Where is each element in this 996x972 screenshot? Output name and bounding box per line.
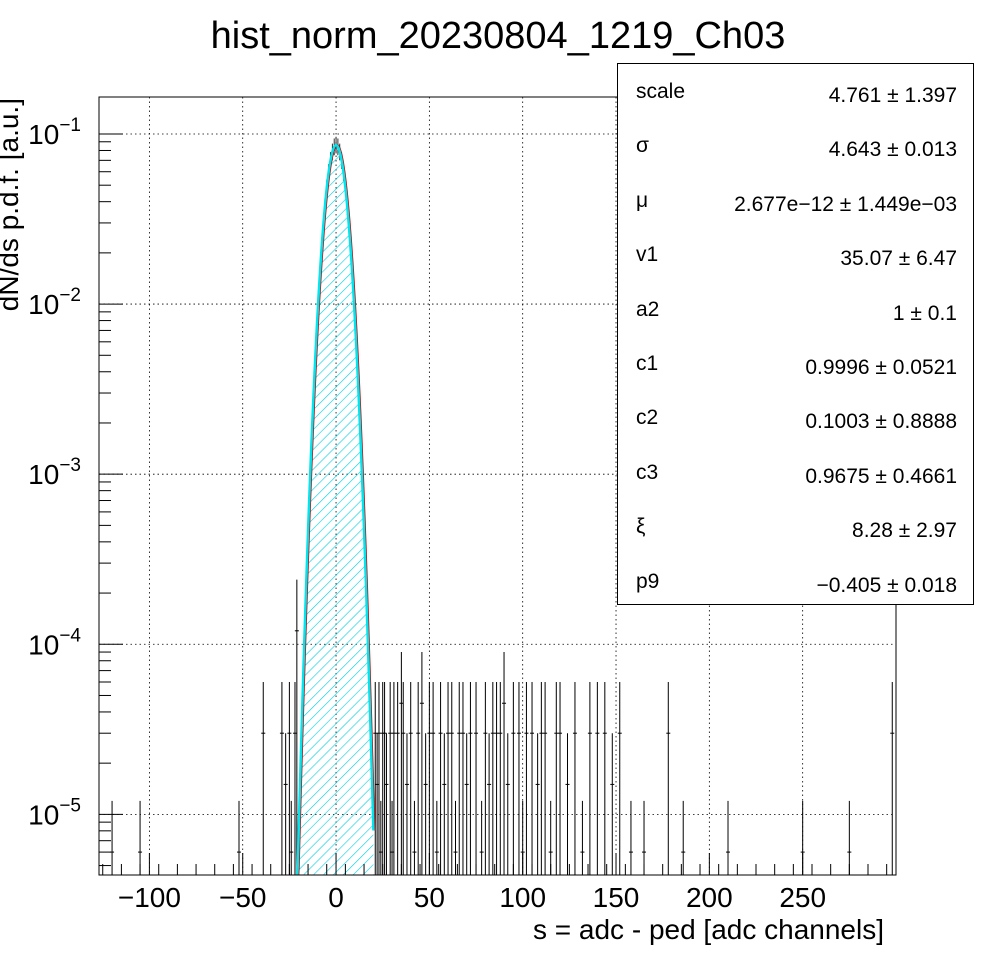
y-tick-label: 10−1 xyxy=(28,115,81,150)
stat-row: scale 4.761 ± 1.397 xyxy=(618,74,973,114)
stat-value: 0.9996 ± 0.0521 xyxy=(805,356,957,379)
x-tick-label: 200 xyxy=(686,882,733,913)
x-tick-label: 50 xyxy=(414,882,445,913)
stat-name: σ xyxy=(636,134,649,158)
stat-row: c1 0.9996 ± 0.0521 xyxy=(618,346,973,386)
stat-name: scale xyxy=(636,80,686,103)
x-tick-label: 150 xyxy=(593,882,640,913)
x-tick-label: −50 xyxy=(219,882,267,913)
stat-value: 0.1003 ± 0.8888 xyxy=(805,410,957,434)
stat-row: μ 2.677e−12 ± 1.449e−03 xyxy=(618,183,973,223)
stat-name: a2 xyxy=(636,297,660,321)
stat-row: v1 35.07 ± 6.47 xyxy=(618,237,973,277)
stat-name: c1 xyxy=(636,352,659,375)
peak-histogram xyxy=(296,136,376,875)
stat-name: p9 xyxy=(636,569,660,593)
y-tick-label: 10−5 xyxy=(28,795,81,830)
stat-name: v1 xyxy=(636,243,659,267)
x-tick-label: 0 xyxy=(328,882,344,913)
fit-stats-box: scale 4.761 ± 1.397 σ 4.643 ± 0.013 μ 2.677e−… xyxy=(617,63,974,605)
x-tick-label: −100 xyxy=(118,882,181,913)
stat-row: p9 −0.405 ± 0.018 xyxy=(618,564,973,604)
stat-value: 4.643 ± 0.013 xyxy=(828,138,957,162)
stat-value: 2.677e−12 ± 1.449e−03 xyxy=(734,192,957,216)
x-tick-label: 250 xyxy=(779,882,826,913)
axis-ticks: −100 −50 0 50 100 150 200 250 10−1 10−2 10−3 10−4 10… xyxy=(28,115,888,913)
x-tick-label: 100 xyxy=(499,882,546,913)
stat-value: −0.405 ± 0.018 xyxy=(816,573,957,597)
stat-value: 1 ± 0.1 xyxy=(892,301,957,325)
stat-name: c2 xyxy=(636,406,659,430)
stat-row: a2 1 ± 0.1 xyxy=(618,292,973,332)
y-tick-label: 10−3 xyxy=(28,455,81,490)
stat-name: μ xyxy=(636,188,649,212)
tail-data-points xyxy=(110,579,895,875)
y-axis-label: dN/ds p.d.f. [a.u.] xyxy=(0,98,24,311)
stat-name: ξ xyxy=(636,515,646,539)
y-tick-label: 10−2 xyxy=(28,285,81,320)
stat-row: c3 0.9675 ± 0.4661 xyxy=(618,455,973,495)
stat-row: σ 4.643 ± 0.013 xyxy=(618,128,973,168)
stat-value: 8.28 ± 2.97 xyxy=(852,519,957,543)
x-axis-label: s = adc - ped [adc channels] xyxy=(533,914,884,945)
chart-title: hist_norm_20230804_1219_Ch03 xyxy=(211,15,786,57)
stat-name: c3 xyxy=(636,460,659,484)
stat-row: c2 0.1003 ± 0.8888 xyxy=(618,400,973,440)
stat-value: 35.07 ± 6.47 xyxy=(840,247,957,271)
stat-row: ξ 8.28 ± 2.97 xyxy=(618,509,973,549)
y-tick-label: 10−4 xyxy=(28,625,81,660)
stat-value: 0.9675 ± 0.4661 xyxy=(805,464,957,488)
fit-curve xyxy=(296,143,375,875)
stat-value: 4.761 ± 1.397 xyxy=(828,84,957,107)
